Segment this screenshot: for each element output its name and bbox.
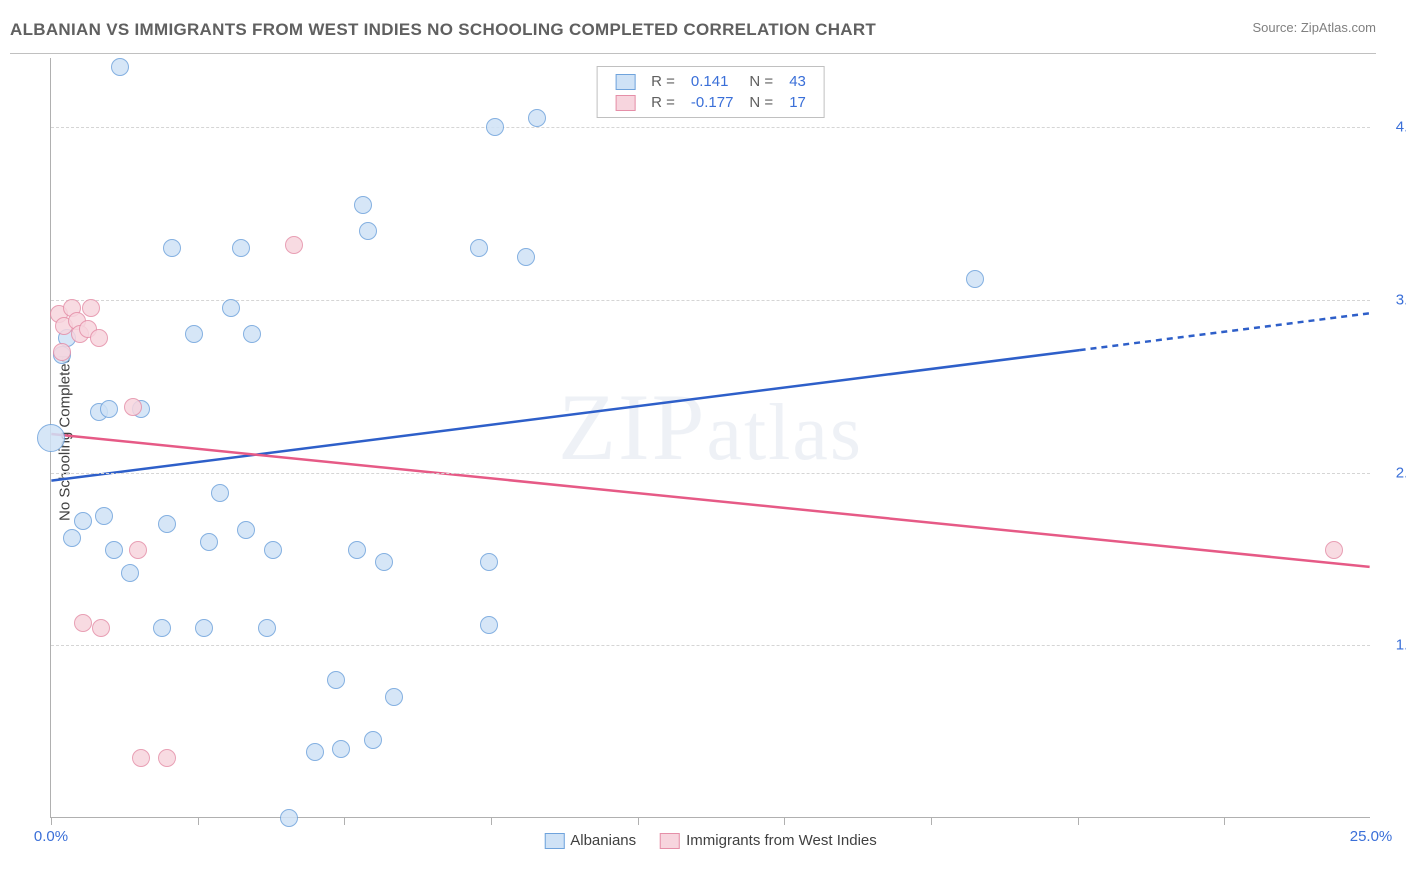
- data-point-west-indies: [132, 749, 150, 767]
- data-point-albanians: [222, 299, 240, 317]
- data-point-albanians: [348, 541, 366, 559]
- title-underline: [10, 53, 1376, 54]
- y-tick-label: 1.0%: [1396, 637, 1406, 654]
- x-minor-tick: [198, 817, 199, 825]
- data-point-albanians: [74, 512, 92, 530]
- data-point-albanians: [258, 619, 276, 637]
- data-point-albanians: [237, 521, 255, 539]
- data-point-west-indies: [53, 343, 71, 361]
- data-point-west-indies: [158, 749, 176, 767]
- data-point-albanians: [63, 529, 81, 547]
- legend-swatch: [660, 833, 680, 849]
- legend-label: Immigrants from West Indies: [686, 832, 877, 849]
- gridline-h: [51, 473, 1370, 474]
- legend-r-value: 0.141: [683, 71, 742, 92]
- y-tick-label: 4.0%: [1396, 119, 1406, 136]
- gridline-h: [51, 645, 1370, 646]
- x-minor-tick: [1078, 817, 1079, 825]
- data-point-west-indies: [74, 614, 92, 632]
- data-point-albanians: [95, 507, 113, 525]
- legend-r-value: -0.177: [683, 92, 742, 113]
- data-point-albanians: [332, 740, 350, 758]
- legend-r-label: R =: [643, 71, 683, 92]
- data-point-albanians: [111, 58, 129, 76]
- data-point-albanians: [243, 325, 261, 343]
- legend-n-label: N =: [741, 71, 781, 92]
- legend-item-west-indies: Immigrants from West Indies: [660, 832, 877, 849]
- trend-lines: [51, 58, 1370, 817]
- legend-item-albanians: Albanians: [544, 832, 636, 849]
- x-minor-tick: [344, 817, 345, 825]
- chart-title: ALBANIAN VS IMMIGRANTS FROM WEST INDIES …: [10, 20, 876, 39]
- chart-plot-area: No Schooling Completed ZIPatlas R =0.141…: [50, 58, 1370, 818]
- data-point-albanians: [195, 619, 213, 637]
- x-minor-tick: [1224, 817, 1225, 825]
- legend-series: Albanians Immigrants from West Indies: [532, 832, 889, 849]
- x-minor-tick: [51, 817, 52, 825]
- data-point-west-indies: [129, 541, 147, 559]
- trend-line-albanians-dashed: [1080, 313, 1370, 350]
- x-tick-label: 0.0%: [34, 828, 68, 845]
- y-tick-label: 3.0%: [1396, 291, 1406, 308]
- x-minor-tick: [931, 817, 932, 825]
- data-point-west-indies: [1325, 541, 1343, 559]
- data-point-albanians: [211, 484, 229, 502]
- x-minor-tick: [638, 817, 639, 825]
- data-point-albanians: [232, 239, 250, 257]
- data-point-albanians: [480, 616, 498, 634]
- data-point-albanians: [200, 533, 218, 551]
- data-point-albanians: [185, 325, 203, 343]
- legend-swatch: [615, 74, 635, 90]
- data-point-albanians: [105, 541, 123, 559]
- data-point-albanians: [486, 118, 504, 136]
- data-point-west-indies: [82, 299, 100, 317]
- data-point-albanians: [100, 400, 118, 418]
- legend-n-value: 17: [781, 92, 814, 113]
- x-minor-tick: [784, 817, 785, 825]
- data-point-albanians: [306, 743, 324, 761]
- legend-r-label: R =: [643, 92, 683, 113]
- source-label: Source: ZipAtlas.com: [1252, 20, 1376, 35]
- data-point-west-indies: [124, 398, 142, 416]
- data-point-albanians: [264, 541, 282, 559]
- x-tick-label: 25.0%: [1350, 828, 1393, 845]
- data-point-albanians: [517, 248, 535, 266]
- data-point-west-indies: [285, 236, 303, 254]
- gridline-h: [51, 300, 1370, 301]
- y-tick-label: 2.0%: [1396, 464, 1406, 481]
- legend-row-west-indies: R =-0.177N =17: [607, 92, 814, 113]
- legend-label: Albanians: [570, 832, 636, 849]
- data-point-albanians: [375, 553, 393, 571]
- data-point-albanians: [470, 239, 488, 257]
- watermark: ZIPatlas: [558, 372, 863, 482]
- legend-swatch: [615, 95, 635, 111]
- data-point-albanians: [153, 619, 171, 637]
- x-minor-tick: [491, 817, 492, 825]
- data-point-albanians: [359, 222, 377, 240]
- data-point-albanians: [966, 270, 984, 288]
- legend-correlation: R =0.141N =43R =-0.177N =17: [596, 66, 825, 118]
- data-point-albanians: [163, 239, 181, 257]
- data-point-albanians: [327, 671, 345, 689]
- data-point-albanians: [37, 424, 65, 452]
- trend-line-west-indies: [51, 434, 1369, 567]
- data-point-albanians: [480, 553, 498, 571]
- data-point-albanians: [364, 731, 382, 749]
- data-point-west-indies: [92, 619, 110, 637]
- data-point-albanians: [354, 196, 372, 214]
- legend-swatch: [544, 833, 564, 849]
- legend-n-value: 43: [781, 71, 814, 92]
- data-point-albanians: [385, 688, 403, 706]
- data-point-albanians: [528, 109, 546, 127]
- legend-n-label: N =: [741, 92, 781, 113]
- legend-row-albanians: R =0.141N =43: [607, 71, 814, 92]
- data-point-albanians: [121, 564, 139, 582]
- data-point-albanians: [280, 809, 298, 827]
- data-point-albanians: [158, 515, 176, 533]
- trend-line-albanians: [51, 350, 1079, 481]
- data-point-west-indies: [90, 329, 108, 347]
- gridline-h: [51, 127, 1370, 128]
